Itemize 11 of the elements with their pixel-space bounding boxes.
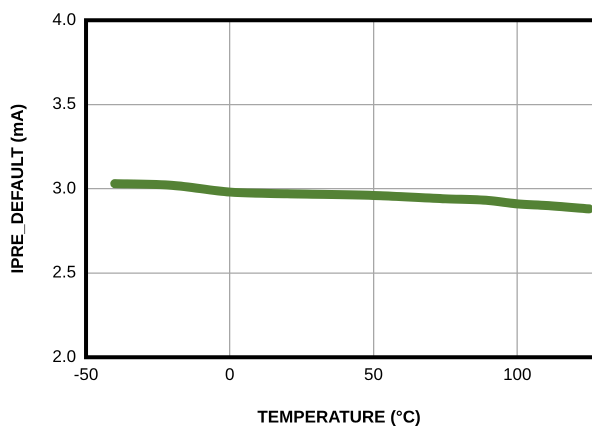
y-tick-label: 3.0 (52, 178, 76, 198)
x-tick-label: 100 (503, 365, 532, 384)
x-tick-label: 50 (364, 365, 383, 384)
y-tick-label: 3.5 (52, 94, 76, 114)
y-axis-title: IPRE_DEFAULT (mA) (8, 104, 27, 274)
y-tick-label: 4.0 (52, 10, 76, 29)
x-tick-label: 0 (225, 365, 235, 384)
x-axis-title: TEMPERATURE (°C) (257, 407, 421, 426)
x-tick-label: -50 (74, 365, 98, 384)
y-tick-label: 2.5 (52, 262, 76, 282)
y-tick-label: 2.0 (52, 346, 76, 366)
